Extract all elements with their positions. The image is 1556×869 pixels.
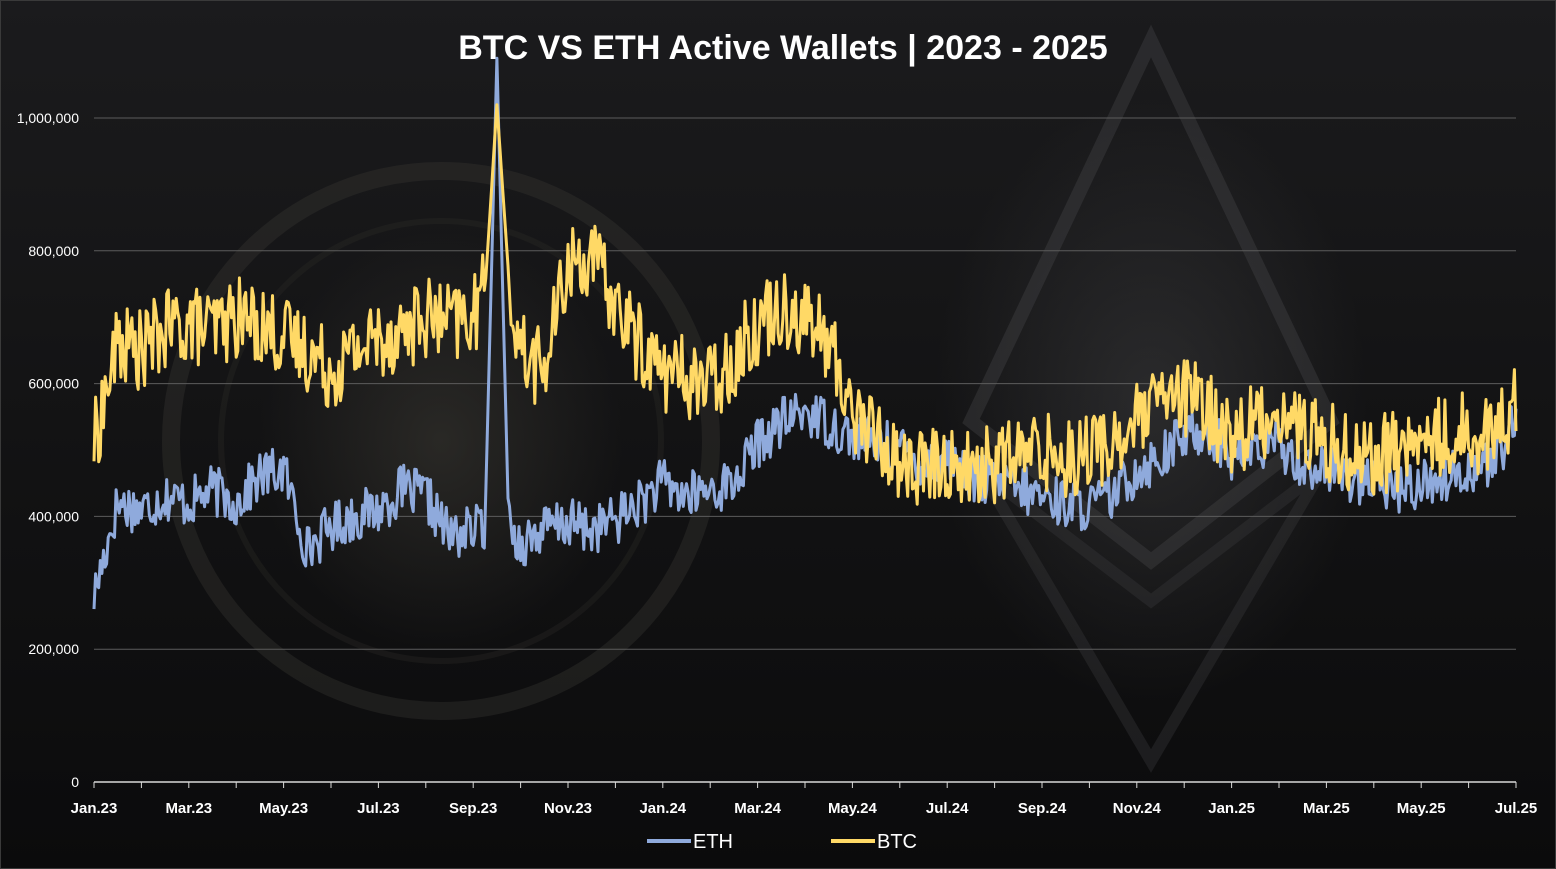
series-line-btc — [92, 103, 1518, 506]
grid-layer — [94, 117, 1516, 650]
legend: ETH BTC — [647, 831, 917, 853]
y-tick-label: 800,000 — [28, 243, 79, 259]
series-layer — [92, 56, 1518, 610]
x-tick-label: Sep.23 — [449, 800, 497, 817]
coin-silhouette — [162, 162, 720, 720]
legend-label-btc: BTC — [877, 831, 917, 853]
x-tick-label: Jul.23 — [357, 800, 400, 817]
x-tick-label: Jan.24 — [639, 800, 686, 817]
series-line-eth — [92, 56, 1518, 610]
y-tick-label: 600,000 — [28, 376, 79, 392]
x-tick-label: May.24 — [828, 800, 878, 817]
legend-label-eth: ETH — [693, 831, 733, 853]
ether-glyph-upper — [962, 24, 1340, 570]
y-axis-ticks: 0 200,000 400,000 600,000 800,000 1,000,000 — [17, 110, 80, 790]
y-tick-label: 1,000,000 — [17, 110, 79, 126]
coin-inner-ring — [218, 218, 664, 664]
x-tick-label: Nov.23 — [544, 800, 592, 817]
background-art — [162, 24, 1340, 773]
y-tick-label: 200,000 — [28, 641, 79, 657]
x-tick-label: Jul.25 — [1495, 800, 1538, 817]
y-tick-label: 400,000 — [28, 508, 79, 524]
x-tick-label: Mar.23 — [165, 800, 212, 817]
y-tick-label: 0 — [71, 774, 79, 790]
ether-glyph-lower — [975, 466, 1327, 773]
x-tick-label: May.23 — [259, 800, 308, 817]
x-tick-label: Jul.24 — [926, 800, 969, 817]
x-tick-label: Jan.25 — [1208, 800, 1255, 817]
x-axis-ticks: Jan.23 Mar.23 May.23 Jul.23 Sep.23 Nov.23 Jan.… — [71, 782, 1538, 817]
x-tick-label: Sep.24 — [1018, 800, 1067, 817]
x-tick-label: May.25 — [1397, 800, 1446, 817]
x-tick-label: Jan.23 — [71, 800, 118, 817]
chart-title: BTC VS ETH Active Wallets | 2023 - 2025 — [458, 29, 1107, 67]
x-tick-label: Mar.25 — [1303, 800, 1350, 817]
x-tick-label: Mar.24 — [734, 800, 781, 817]
x-tick-label: Nov.24 — [1113, 800, 1162, 817]
